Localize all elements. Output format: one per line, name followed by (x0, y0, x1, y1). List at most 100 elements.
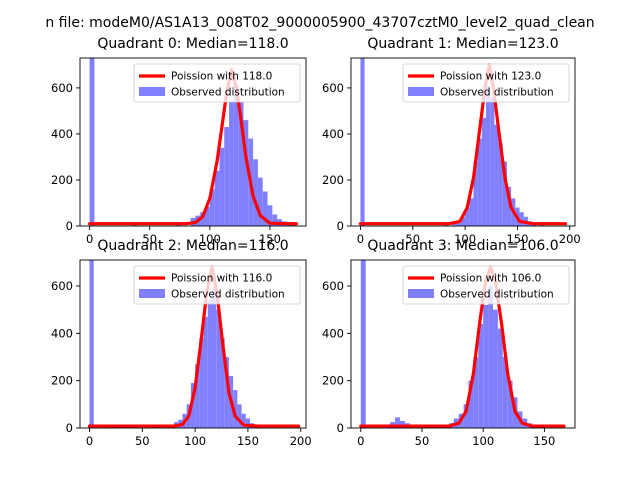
y-tick-label: 600 (322, 81, 344, 95)
y-tick-label: 600 (322, 279, 344, 293)
panel-title: Quadrant 0: Median=118.0 (97, 36, 288, 52)
histogram-bar (262, 191, 268, 226)
x-tick-label: 50 (405, 232, 420, 246)
histogram-bar (291, 224, 297, 226)
x-tick-label: 150 (533, 434, 555, 448)
histogram-bar (203, 316, 208, 428)
histogram-bar (469, 198, 474, 226)
x-tick-label: 100 (199, 232, 221, 246)
axes-frame (350, 57, 576, 227)
histogram-bar (483, 304, 489, 428)
legend-label-observed: Observed distribution (171, 289, 285, 301)
histogram-bar (481, 117, 487, 226)
histogram-bar (456, 221, 461, 226)
panel-quadrant-2: 0 50 100 150 200 0 200 400 600 Poission with 116.… (51, 238, 312, 448)
histogram-bar (238, 101, 244, 226)
histogram-bar (494, 124, 499, 226)
legend-box (133, 265, 301, 305)
histogram-bar (190, 383, 196, 428)
histogram-bar (89, 260, 94, 428)
legend-box (402, 63, 570, 103)
y-tick-label: 200 (322, 173, 344, 187)
histogram-bar (272, 214, 278, 226)
legend-label-observed: Observed distribution (440, 87, 554, 99)
histogram-bar (176, 224, 181, 226)
histogram-bar (498, 143, 503, 226)
histogram-bar (233, 390, 238, 428)
axes-frame (79, 259, 307, 429)
x-tick-label: 150 (237, 434, 259, 448)
histogram-bar (492, 309, 498, 428)
legend-bar-swatch (139, 87, 165, 96)
x-tick-label: 50 (415, 434, 430, 448)
y-tick-label: 600 (51, 279, 73, 293)
histogram-bar (214, 170, 220, 226)
histogram-bar (219, 147, 225, 226)
x-tick-label: 0 (86, 434, 93, 448)
plot-area (358, 58, 568, 226)
histogram-bar (460, 216, 466, 226)
histogram-bar (89, 58, 95, 226)
plot-area (359, 260, 566, 428)
histogram-bar (199, 338, 204, 428)
x-tick-label: 100 (184, 434, 206, 448)
histogram-bar (507, 380, 513, 428)
histogram-bar (477, 138, 482, 226)
panel-title: Quadrant 2: Median=116.0 (97, 238, 288, 254)
histogram-bar (212, 288, 217, 428)
y-tick-label: 0 (66, 219, 73, 233)
panel-quadrant-1: 0 50 100 150 200 0 200 400 600 Poission with 123.… (322, 36, 581, 246)
figure-suptitle: n file: modeM0/AS1A13_008T02_9000005900_… (45, 15, 594, 31)
histogram-bar (473, 357, 479, 428)
histogram-bar (237, 404, 242, 428)
y-tick-label: 0 (337, 219, 344, 233)
legend-label-observed: Observed distribution (171, 87, 285, 99)
histogram-bar (395, 417, 400, 428)
y-tick-label: 200 (322, 374, 344, 388)
axes-frame (350, 259, 576, 429)
x-tick-label: 50 (135, 434, 150, 448)
histogram-bar (486, 85, 491, 226)
histogram-bar (220, 338, 225, 428)
y-tick-label: 200 (51, 173, 73, 187)
histogram-bar (245, 418, 251, 428)
histogram-bar (488, 286, 493, 428)
histogram-bar (490, 97, 495, 226)
y-tick-label: 400 (322, 127, 344, 141)
histogram-bar (241, 413, 246, 428)
histogram-bar (497, 328, 503, 428)
legend-label-poisson: Poission with 106.0 (440, 273, 541, 285)
x-tick-label: 100 (454, 232, 476, 246)
histogram-bar (257, 177, 263, 226)
histogram-bar (452, 223, 457, 226)
histogram-bar (502, 357, 508, 428)
histogram-bar (216, 309, 221, 428)
panel-quadrant-3: 0 50 100 150 0 200 400 600 Poission with 106.0 Ob… (322, 238, 576, 448)
histogram-bar (224, 357, 229, 428)
y-tick-label: 0 (337, 421, 344, 435)
x-tick-label: 50 (142, 232, 157, 246)
histogram-bar (502, 161, 507, 226)
x-tick-label: 150 (259, 232, 281, 246)
y-tick-label: 400 (51, 326, 73, 340)
histogram-bar (360, 260, 366, 428)
histogram-bar (229, 101, 234, 226)
legend-bar-swatch (408, 87, 434, 96)
panel-title: Quadrant 3: Median=106.0 (367, 238, 558, 254)
histogram-bar (463, 404, 469, 428)
legend-label-poisson: Poission with 116.0 (171, 273, 272, 285)
legend-label-poisson: Poission with 123.0 (440, 71, 541, 83)
legend-box (133, 63, 301, 103)
histogram-bar (200, 212, 206, 226)
y-tick-label: 200 (51, 374, 73, 388)
histogram-bar (399, 420, 405, 428)
y-tick-label: 400 (322, 326, 344, 340)
x-tick-label: 100 (472, 434, 494, 448)
histogram-bar (195, 364, 200, 428)
legend-box (402, 265, 570, 305)
histogram-bar (506, 186, 512, 226)
x-tick-label: 0 (357, 232, 364, 246)
x-tick-label: 200 (290, 434, 312, 448)
x-tick-label: 150 (506, 232, 528, 246)
